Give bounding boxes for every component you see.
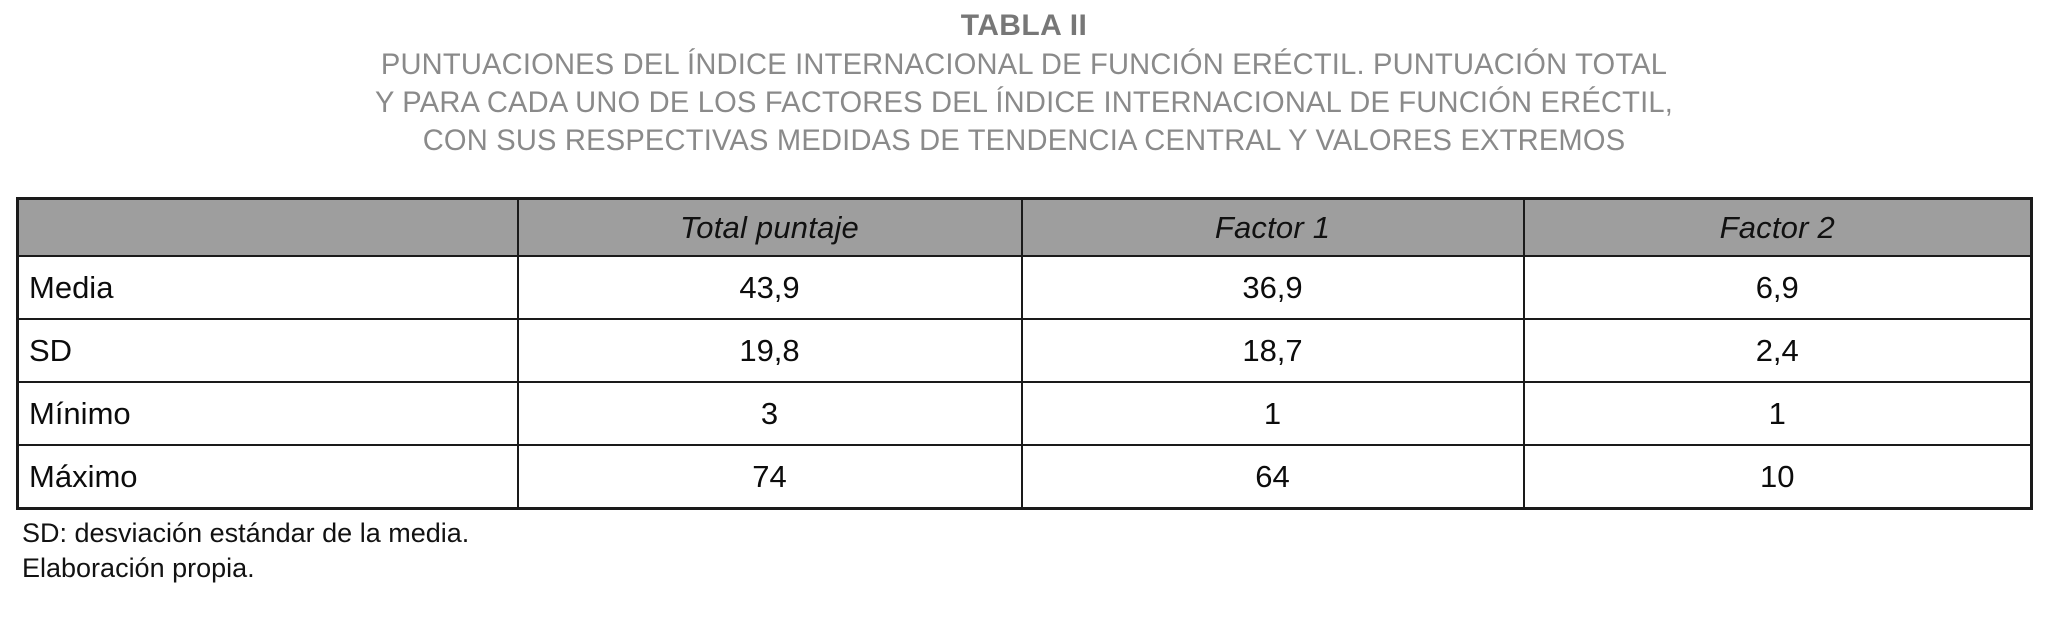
cell-maximo-total-puntaje: 74: [516, 444, 1023, 510]
table-number-heading: TABLA II: [960, 9, 1088, 42]
table-row: SD 19,8 18,7 2,4: [16, 318, 2033, 383]
column-header-corner: [16, 197, 519, 257]
footnote-sd-definition: SD: desviación estándar de la media.: [22, 518, 470, 548]
cell-minimo-factor-1: 1: [1020, 381, 1525, 446]
statistics-table: Total puntaje Factor 1 Factor 2 Media 43…: [16, 197, 2033, 510]
cell-maximo-factor-2: 10: [1522, 444, 2033, 510]
figure-title-block: TABLA II PUNTUACIONES DEL ÍNDICE INTERNA…: [0, 6, 2048, 160]
table-row: Media 43,9 36,9 6,9: [16, 255, 2033, 320]
cell-minimo-factor-2: 1: [1522, 381, 2033, 446]
table-header: Total puntaje Factor 1 Factor 2: [16, 197, 2033, 257]
column-header-factor-1: Factor 1: [1020, 197, 1525, 257]
cell-media-total-puntaje: 43,9: [516, 255, 1023, 320]
statistics-table-container: Total puntaje Factor 1 Factor 2 Media 43…: [16, 197, 2033, 510]
table-footnotes: SD: desviación estándar de la media. Ela…: [22, 516, 1222, 586]
row-label-minimo: Mínimo: [16, 381, 519, 446]
cell-sd-factor-1: 18,7: [1020, 318, 1525, 383]
row-label-media: Media: [16, 255, 519, 320]
cell-maximo-factor-1: 64: [1020, 444, 1525, 510]
row-label-sd: SD: [16, 318, 519, 383]
table-row: Mínimo 3 1 1: [16, 381, 2033, 446]
table-body: Media 43,9 36,9 6,9 SD 19,8 18,7 2,4 Mín…: [16, 255, 2033, 510]
cell-media-factor-2: 6,9: [1522, 255, 2033, 320]
cell-sd-total-puntaje: 19,8: [516, 318, 1023, 383]
table-row: Máximo 74 64 10: [16, 444, 2033, 510]
cell-sd-factor-2: 2,4: [1522, 318, 2033, 383]
column-header-factor-2: Factor 2: [1522, 197, 2033, 257]
column-header-total-puntaje: Total puntaje: [516, 197, 1023, 257]
footnote-source: Elaboración propia.: [22, 553, 255, 583]
caption-line-3: CON SUS RESPECTIVAS MEDIDAS DE TENDENCIA…: [422, 124, 1626, 157]
row-label-maximo: Máximo: [16, 444, 519, 510]
caption-line-1: PUNTUACIONES DEL ÍNDICE INTERNACIONAL DE…: [380, 48, 1668, 81]
cell-media-factor-1: 36,9: [1020, 255, 1525, 320]
caption-line-2: Y PARA CADA UNO DE LOS FACTORES DEL ÍNDI…: [374, 86, 1674, 119]
table-header-row: Total puntaje Factor 1 Factor 2: [16, 197, 2033, 257]
cell-minimo-total-puntaje: 3: [516, 381, 1023, 446]
